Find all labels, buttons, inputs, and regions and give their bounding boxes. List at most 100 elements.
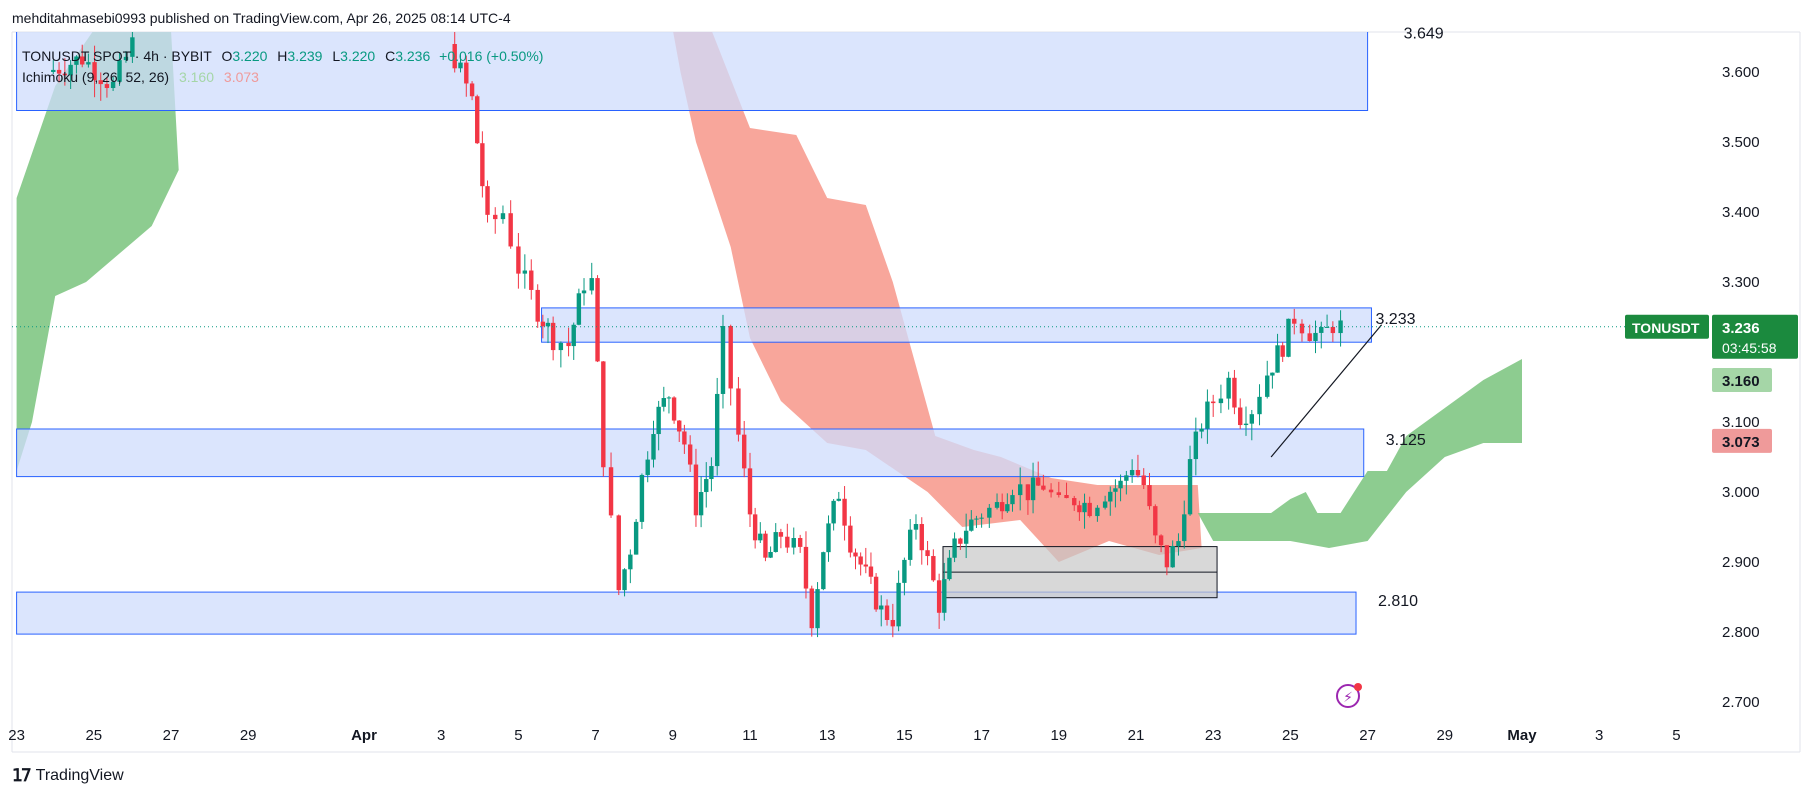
candle-body xyxy=(68,64,73,76)
zone-label-3: 2.810 xyxy=(1378,593,1418,610)
candle-body xyxy=(785,536,790,548)
price-tick-label: 2.900 xyxy=(1722,554,1760,571)
ichimoku-cloud-bull-early xyxy=(16,32,179,471)
candle-body xyxy=(529,270,534,290)
candle-body xyxy=(92,62,97,81)
time-tick-label: 21 xyxy=(1128,727,1145,744)
candle-body xyxy=(979,517,984,519)
candle-body xyxy=(863,564,868,567)
time-tick-label: 27 xyxy=(163,727,180,744)
candle-body xyxy=(1319,326,1324,333)
candle-body xyxy=(720,325,726,394)
candle-body xyxy=(464,62,469,84)
candle-body xyxy=(958,538,963,544)
kijun-badge xyxy=(1712,428,1772,453)
candle-body xyxy=(791,538,796,548)
candle-body xyxy=(1124,475,1129,481)
candle-body xyxy=(836,498,841,501)
candle-body xyxy=(752,514,758,541)
candle-body xyxy=(677,420,682,432)
candle-body xyxy=(947,557,952,580)
candle-body xyxy=(475,96,480,144)
candle-body xyxy=(763,533,768,558)
tradingview-logo-icon: 𝟣𝟩 xyxy=(12,766,32,785)
high-label: H xyxy=(277,48,288,64)
candle-body xyxy=(1307,333,1312,341)
candle-body xyxy=(1141,475,1146,486)
candle-body xyxy=(1238,407,1243,426)
candle-body xyxy=(1036,477,1041,486)
candle-body xyxy=(633,521,639,555)
candle-body xyxy=(1135,469,1141,476)
candle-body xyxy=(595,278,600,362)
candle-body xyxy=(1199,428,1204,432)
candle-body xyxy=(853,552,858,557)
ichimoku-cloud-bear xyxy=(673,32,1202,562)
time-tick-label: May xyxy=(1507,727,1537,744)
time-tick-label: 23 xyxy=(8,727,25,744)
candle-body xyxy=(1176,541,1181,546)
candle-body xyxy=(80,56,85,65)
plot-area xyxy=(16,32,1522,638)
candle-body xyxy=(666,397,672,399)
symbol-line[interactable]: TONUSDT SPOT · 4h · BYBIT xyxy=(22,48,212,64)
indicator-name[interactable]: Ichimoku (9, 26, 52, 26) xyxy=(22,69,170,85)
candle-body xyxy=(1324,326,1330,328)
candle-body xyxy=(1077,505,1082,513)
support-resistance-zone-1 xyxy=(541,307,1372,343)
zone-label-0: 3.649 xyxy=(1404,26,1444,43)
candle-body xyxy=(742,434,747,469)
candle-body xyxy=(890,619,896,627)
candle-body xyxy=(1158,535,1164,546)
candle-body xyxy=(913,524,919,530)
time-tick-label: 17 xyxy=(973,727,990,744)
tenkan-badge xyxy=(1712,368,1772,392)
candle-body xyxy=(589,278,594,291)
open-label: O xyxy=(221,48,233,64)
candle-body xyxy=(1193,431,1199,460)
candle-body xyxy=(803,546,809,589)
candle-body xyxy=(931,556,936,581)
symbol-badge xyxy=(1625,314,1709,339)
candle-body xyxy=(1226,377,1231,399)
candle-body xyxy=(576,293,582,325)
indicator-row: Ichimoku (9, 26, 52, 26) 3.160 3.073 xyxy=(22,67,543,88)
low-label: L xyxy=(332,48,341,64)
candle-body xyxy=(1056,492,1061,496)
close-label: C xyxy=(385,48,396,64)
time-tick-label: 29 xyxy=(1436,727,1453,744)
candle-body xyxy=(1299,323,1305,334)
tenkan-legend-value: 3.160 xyxy=(178,69,215,85)
candle-body xyxy=(682,431,687,445)
candle-body xyxy=(687,444,693,465)
candle-body xyxy=(1095,507,1100,517)
candle-body xyxy=(493,214,498,220)
close-value: 3.236 xyxy=(395,48,431,64)
time-tick-label: 19 xyxy=(1050,727,1067,744)
price-tick-label: 2.800 xyxy=(1722,624,1760,641)
candle-body xyxy=(123,56,129,61)
candle-body xyxy=(1005,504,1010,512)
candle-body xyxy=(1129,469,1135,476)
open-value: 3.220 xyxy=(232,48,268,64)
candle-body xyxy=(999,502,1005,512)
candle-body xyxy=(500,213,506,220)
candle-body xyxy=(74,56,79,65)
candle-body xyxy=(581,290,587,294)
candle-body xyxy=(1147,485,1152,507)
candle-body xyxy=(110,81,116,89)
time-tick-label: 3 xyxy=(1595,727,1603,744)
candle-body xyxy=(704,479,709,493)
candle-body xyxy=(1187,459,1193,515)
candle-body xyxy=(1102,501,1108,508)
candle-body xyxy=(884,605,890,620)
candle-body xyxy=(1211,401,1216,404)
candle-body xyxy=(1018,484,1023,496)
candle-body xyxy=(480,143,485,187)
candle-body xyxy=(1108,491,1113,502)
candle-body xyxy=(1330,326,1336,334)
lightning-icon[interactable]: ⚡ xyxy=(1336,684,1360,708)
candle-body xyxy=(1265,375,1270,397)
candle-body xyxy=(98,80,103,85)
